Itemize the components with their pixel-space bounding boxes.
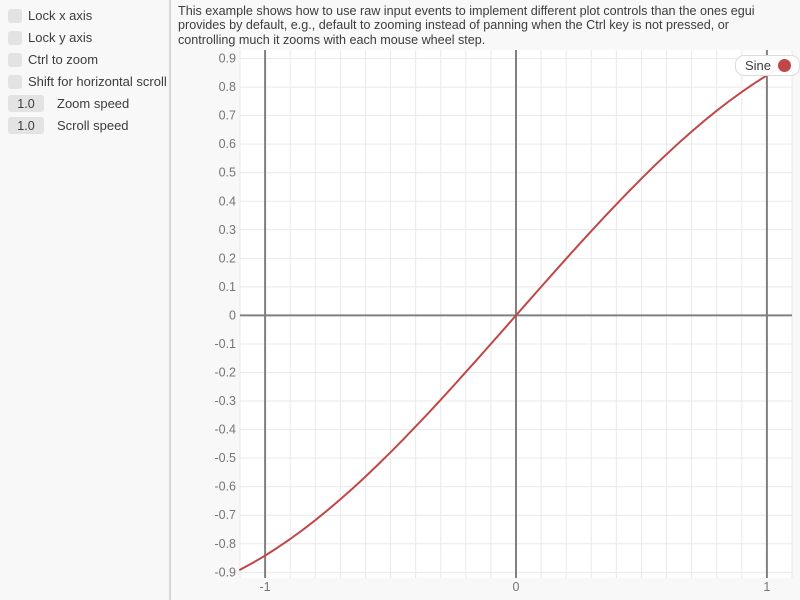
series-color-dot bbox=[778, 59, 792, 72]
zoom-speed-label: Zoom speed bbox=[57, 96, 130, 111]
plot-legend[interactable]: Sine bbox=[735, 55, 800, 76]
y-tick-label: 0 bbox=[229, 308, 236, 322]
y-tick-label: -0.7 bbox=[214, 508, 236, 522]
y-tick-label: 0.2 bbox=[219, 251, 236, 265]
lock-x-axis-checkbox[interactable] bbox=[8, 8, 22, 23]
y-tick-label: 0.6 bbox=[219, 137, 236, 151]
legend-series-label: Sine bbox=[745, 58, 772, 73]
ctrl-to-zoom-label: Ctrl to zoom bbox=[28, 52, 99, 67]
y-tick-label: 0.4 bbox=[219, 194, 236, 208]
shift-horizontal-scroll-label: Shift for horizontal scroll bbox=[28, 74, 167, 89]
y-tick-label: -0.1 bbox=[214, 337, 236, 351]
checkbox-row-shift-scroll[interactable]: Shift for horizontal scroll bbox=[8, 73, 169, 90]
zoom-speed-row: 1.0 Zoom speed bbox=[8, 95, 169, 112]
y-tick-label: -0.3 bbox=[214, 394, 236, 408]
y-tick-label: -0.4 bbox=[214, 423, 236, 437]
lock-x-axis-label: Lock x axis bbox=[28, 8, 93, 23]
zoom-speed-drag[interactable]: 1.0 bbox=[8, 95, 44, 112]
y-tick-label: 0.9 bbox=[219, 52, 236, 66]
y-tick-label: 0.8 bbox=[219, 80, 236, 94]
y-tick-label: -0.6 bbox=[214, 480, 236, 494]
scroll-speed-drag[interactable]: 1.0 bbox=[8, 117, 44, 134]
y-tick-label: 0.1 bbox=[219, 280, 236, 294]
x-tick-label: 1 bbox=[763, 580, 770, 594]
lock-y-axis-label: Lock y axis bbox=[28, 30, 93, 45]
sine-curve bbox=[239, 60, 793, 571]
checkbox-row-lock-x[interactable]: Lock x axis bbox=[8, 7, 169, 24]
lock-y-axis-checkbox[interactable] bbox=[8, 30, 22, 45]
y-tick-label: -0.2 bbox=[214, 366, 236, 380]
y-tick-label: 0.7 bbox=[219, 109, 236, 123]
plot-description: This example shows how to use raw input … bbox=[178, 4, 755, 47]
x-tick-label: -1 bbox=[260, 580, 271, 594]
checkbox-row-ctrl-zoom[interactable]: Ctrl to zoom bbox=[8, 51, 169, 68]
panel-resize-handle[interactable] bbox=[169, 0, 171, 600]
y-tick-label: -0.8 bbox=[214, 537, 236, 551]
y-tick-label: 0.3 bbox=[219, 223, 236, 237]
ctrl-to-zoom-checkbox[interactable] bbox=[8, 52, 22, 67]
y-tick-label: -0.5 bbox=[214, 451, 236, 465]
shift-horizontal-scroll-checkbox[interactable] bbox=[8, 74, 22, 89]
checkbox-row-lock-y[interactable]: Lock y axis bbox=[8, 29, 169, 46]
y-tick-label: -0.9 bbox=[214, 565, 236, 579]
control-sidebar: Lock x axis Lock y axis Ctrl to zoom Shi… bbox=[0, 0, 169, 600]
scroll-speed-label: Scroll speed bbox=[57, 118, 129, 133]
x-tick-label: 0 bbox=[513, 580, 520, 594]
y-tick-label: 0.5 bbox=[219, 166, 236, 180]
scroll-speed-row: 1.0 Scroll speed bbox=[8, 117, 169, 134]
